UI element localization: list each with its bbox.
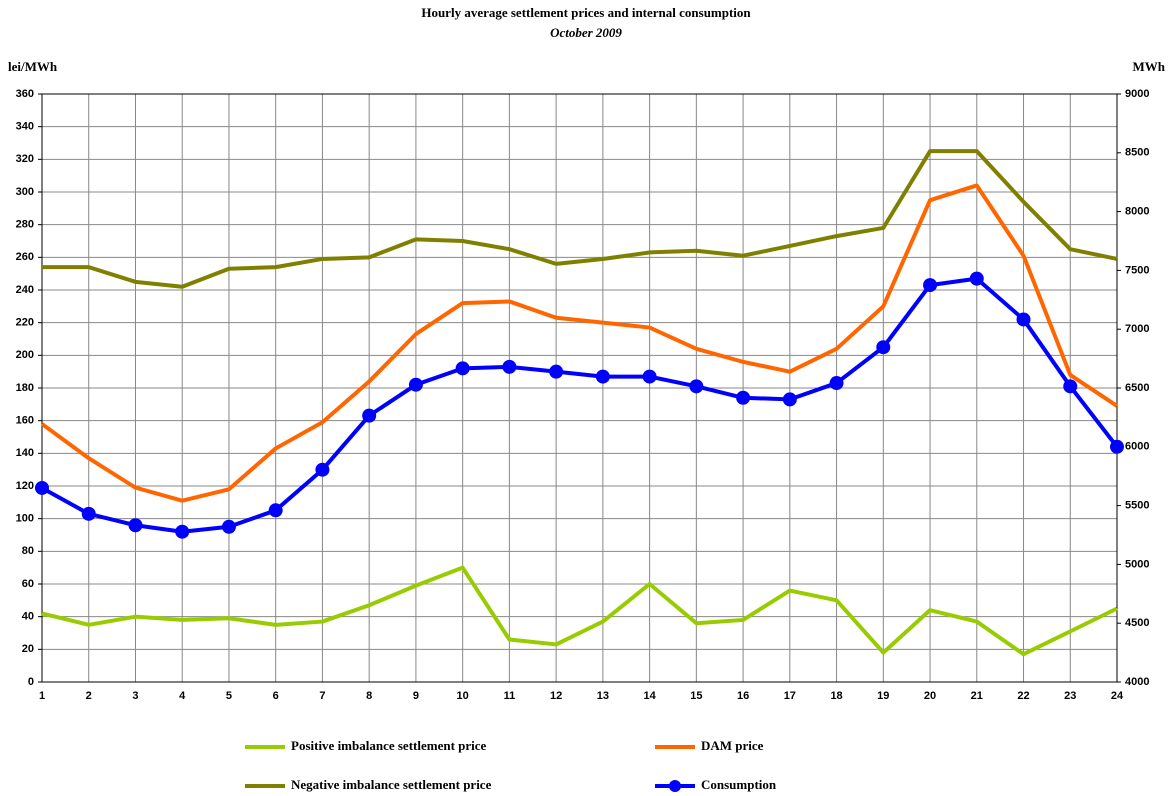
x-tick-label: 21 (971, 690, 983, 702)
series-marker (1110, 439, 1124, 454)
series-marker (128, 518, 143, 533)
x-tick-label: 22 (1017, 690, 1029, 702)
legend-label: Negative imbalance settlement price (291, 777, 492, 792)
y2-tick-label: 7500 (1125, 264, 1149, 276)
series-marker (736, 390, 751, 405)
y-tick-label: 180 (16, 382, 34, 394)
x-tick-label: 3 (132, 690, 138, 702)
x-tick-label: 16 (737, 690, 749, 702)
series-marker (549, 364, 564, 379)
x-tick-label: 19 (877, 690, 889, 702)
x-tick-label: 9 (413, 690, 419, 702)
y2-tick-label: 8500 (1125, 147, 1149, 159)
series-marker (455, 361, 470, 376)
x-tick-label: 18 (830, 690, 842, 702)
legend-label: DAM price (701, 738, 764, 753)
y-tick-label: 120 (16, 480, 34, 492)
y-axis-label: lei/MWh (8, 59, 58, 74)
x-tick-label: 14 (643, 690, 656, 702)
y-tick-label: 320 (16, 153, 34, 165)
series-marker (315, 462, 330, 477)
x-tick-label: 24 (1111, 690, 1124, 702)
x-tick-label: 17 (784, 690, 796, 702)
x-tick-label: 20 (924, 690, 936, 702)
y-tick-label: 40 (22, 611, 34, 623)
y-tick-label: 80 (22, 545, 34, 557)
series-marker (268, 503, 283, 518)
x-tick-label: 4 (179, 690, 186, 702)
series-line (40, 183, 1119, 503)
series-marker (175, 524, 190, 539)
y-tick-label: 220 (16, 317, 34, 329)
x-tick-label: 12 (550, 690, 562, 702)
series-line (41, 565, 1118, 657)
y-tick-label: 20 (22, 643, 34, 655)
y-tick-label: 0 (28, 676, 34, 688)
x-tick-label: 8 (366, 690, 372, 702)
y-tick-label: 340 (16, 121, 34, 133)
series-marker (408, 377, 423, 392)
series-marker (1016, 312, 1031, 327)
plot-border (41, 93, 1118, 683)
y2-tick-label: 8000 (1125, 206, 1149, 218)
y-tick-label: 240 (16, 284, 34, 296)
series-marker (782, 392, 797, 407)
x-tick-label: 2 (86, 690, 92, 702)
series-marker (595, 369, 610, 384)
y-tick-label: 140 (16, 447, 34, 459)
y-tick-label: 280 (16, 219, 34, 231)
legend-marker (669, 780, 681, 792)
series-marker (829, 376, 844, 391)
series-line (42, 149, 1118, 289)
series-marker (689, 379, 704, 394)
y-tick-label: 100 (16, 513, 34, 525)
x-tick-label: 1 (39, 690, 45, 702)
series-marker (362, 408, 377, 423)
y-tick-label: 360 (16, 88, 34, 100)
x-tick-label: 13 (597, 690, 609, 702)
y2-tick-label: 4500 (1125, 617, 1149, 629)
x-tick-label: 5 (226, 690, 232, 702)
y-tick-label: 160 (16, 415, 34, 427)
y2-tick-label: 4000 (1125, 676, 1149, 688)
legend-label: Positive imbalance settlement price (291, 738, 487, 753)
series-marker (502, 359, 517, 374)
series-marker (969, 271, 984, 286)
y2-tick-label: 6500 (1125, 382, 1149, 394)
series-marker (876, 340, 891, 355)
y2-tick-label: 5500 (1125, 500, 1149, 512)
y-tick-label: 260 (16, 251, 34, 263)
y2-axis-label: MWh (1133, 59, 1166, 74)
series-marker (923, 278, 938, 293)
chart-subtitle: October 2009 (550, 25, 622, 40)
y-tick-label: 200 (16, 349, 34, 361)
y2-tick-label: 6000 (1125, 441, 1149, 453)
y2-tick-label: 9000 (1125, 88, 1149, 100)
series-marker (1063, 379, 1078, 394)
series-marker (81, 506, 96, 521)
y-tick-label: 60 (22, 578, 34, 590)
x-tick-label: 7 (319, 690, 325, 702)
chart-title: Hourly average settlement prices and int… (421, 5, 751, 20)
y-tick-label: 300 (16, 186, 34, 198)
series-line (41, 276, 1119, 534)
series-marker (642, 369, 657, 384)
series-marker (221, 519, 236, 534)
legend-label: Consumption (701, 777, 777, 792)
x-tick-label: 11 (504, 690, 516, 702)
x-tick-label: 23 (1064, 690, 1076, 702)
series-marker (35, 480, 49, 495)
x-tick-label: 15 (690, 690, 702, 702)
x-tick-label: 6 (273, 690, 279, 702)
y2-tick-label: 5000 (1125, 558, 1149, 570)
x-tick-label: 10 (457, 690, 469, 702)
y2-tick-label: 7000 (1125, 323, 1149, 335)
